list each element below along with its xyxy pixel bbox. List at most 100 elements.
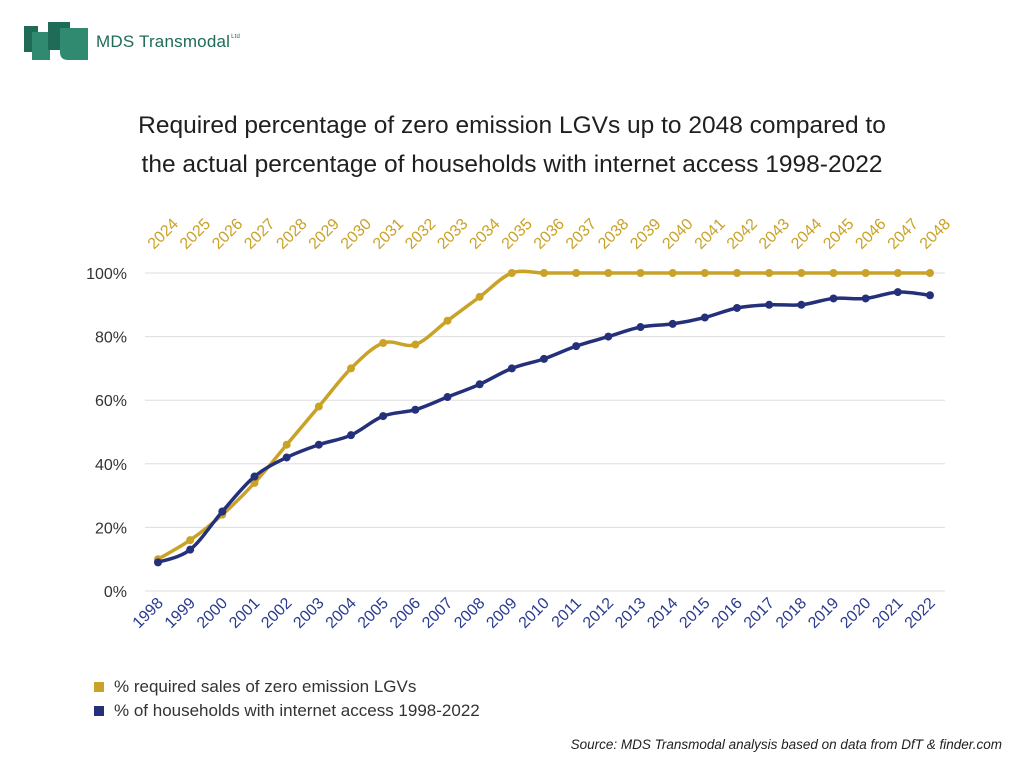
required-series-point [765, 269, 774, 277]
households-series-point [475, 380, 484, 389]
x-top-tick-label: 2024 [145, 216, 182, 253]
required-series-line [156, 269, 932, 561]
x-top-tick-label: 2037 [563, 216, 600, 253]
x-tick-label: 2004 [323, 595, 360, 632]
legend: % required sales of zero emission LGVs %… [94, 675, 480, 723]
x-top-tick-label: 2046 [852, 216, 889, 253]
x-tick-label: 2017 [741, 595, 778, 632]
x-top-tick-label: 2042 [724, 216, 761, 253]
x-tick-label: 2020 [837, 595, 874, 632]
legend-swatch-households [94, 706, 104, 716]
households-series-line [156, 290, 932, 565]
required-series-point [604, 269, 613, 277]
x-top-tick-label: 2041 [692, 216, 729, 253]
x-top-tick-label: 2043 [756, 216, 793, 253]
households-series-point [861, 294, 870, 303]
x-tick-label: 2008 [451, 595, 488, 632]
x-tick-label: 2016 [709, 595, 746, 632]
x-tick-label: 2022 [902, 595, 939, 632]
required-series-point [733, 269, 741, 277]
households-series-point [572, 342, 581, 351]
x-tick-label: 2014 [644, 595, 681, 632]
required-series-point [411, 340, 420, 349]
y-tick-label: 0% [104, 584, 127, 601]
required-series-point [636, 269, 645, 277]
chart-title: Required percentage of zero emission LGV… [40, 106, 984, 184]
x-tick-label: 2006 [387, 595, 424, 632]
series-layer [154, 269, 934, 567]
households-series-point [636, 323, 645, 332]
legend-swatch-required [94, 682, 104, 692]
required-series-point [379, 338, 388, 347]
x-top-tick-label: 2034 [466, 216, 503, 253]
households-series-point [507, 364, 516, 373]
x-tick-label: 2003 [290, 595, 327, 632]
x-tick-label: 2000 [194, 595, 231, 632]
required-series-point [314, 402, 323, 411]
required-series-point [475, 292, 484, 301]
x-top-tick-label: 2028 [273, 216, 310, 253]
x-top-tick-label: 2025 [177, 216, 214, 253]
households-series-point [218, 507, 227, 516]
x-top-tick-label: 2032 [402, 216, 439, 253]
x-top-tick-label: 2047 [885, 216, 922, 253]
households-series-point [186, 545, 195, 554]
x-top-tick-label: 2045 [820, 216, 857, 253]
x-top-tick-label: 2048 [917, 216, 954, 253]
x-tick-label: 2021 [869, 595, 906, 632]
source-note: Source: MDS Transmodal analysis based on… [570, 737, 1002, 752]
households-series-point [733, 303, 741, 312]
chart-title-line-1: Required percentage of zero emission LGV… [138, 112, 886, 139]
y-tick-label: 80% [95, 330, 127, 347]
households-series-point [604, 332, 613, 341]
required-series-point [540, 269, 548, 277]
required-series-point [443, 316, 452, 325]
x-top-tick-label: 2033 [434, 216, 471, 253]
x-tick-label: 1998 [130, 595, 167, 632]
x-tick-label: 1999 [162, 595, 199, 632]
x-top-tick-label: 2026 [209, 216, 246, 253]
households-series-point [282, 453, 291, 462]
x-tick-label: 2005 [355, 595, 392, 632]
x-tick-label: 2011 [549, 595, 585, 631]
x-tick-label: 2012 [580, 595, 617, 632]
households-series-point [347, 431, 355, 440]
required-series-point [893, 269, 902, 277]
x-top-tick-label: 2029 [306, 216, 343, 253]
x-tick-label: 2019 [805, 595, 842, 632]
x-top-tick-label: 2031 [370, 216, 407, 253]
households-series-point [379, 412, 388, 421]
legend-label-households: % of households with internet access 199… [114, 701, 480, 720]
legend-item-required: % required sales of zero emission LGVs [94, 675, 480, 699]
chart-title-line-2: the actual percentage of households with… [141, 151, 883, 178]
required-series-point [926, 269, 934, 277]
gridlines [145, 272, 945, 592]
required-series-point [282, 440, 291, 449]
x-top-tick-label: 2027 [241, 216, 278, 253]
households-series-point [154, 558, 162, 567]
households-series-point [893, 288, 902, 297]
y-axis-ticks: 0% 20% 40% 60% 80% 100% [86, 266, 127, 601]
required-series-point [668, 269, 677, 277]
x-top-tick-label: 2044 [788, 216, 825, 253]
households-series-point [250, 472, 259, 481]
x-tick-label: 2002 [258, 595, 295, 632]
x-top-tick-label: 2040 [659, 216, 696, 253]
required-series-point [347, 364, 355, 373]
y-tick-label: 40% [95, 457, 127, 474]
households-series-point [668, 319, 677, 328]
x-top-tick-label: 2030 [338, 216, 375, 253]
x-axis-top-ticks: 2024202520262027202820292030203120322033… [145, 216, 954, 253]
households-series-point [797, 300, 806, 309]
x-tick-label: 2007 [419, 595, 456, 632]
x-top-tick-label: 2035 [499, 216, 536, 253]
required-series-point [186, 536, 195, 545]
y-tick-label: 100% [86, 266, 127, 283]
households-series-point [926, 291, 934, 300]
households-series-point [443, 393, 452, 402]
required-series-point [507, 269, 516, 277]
y-tick-label: 20% [95, 520, 127, 537]
legend-label-required: % required sales of zero emission LGVs [114, 677, 417, 696]
logo-name: MDS Transmodal [96, 32, 231, 51]
